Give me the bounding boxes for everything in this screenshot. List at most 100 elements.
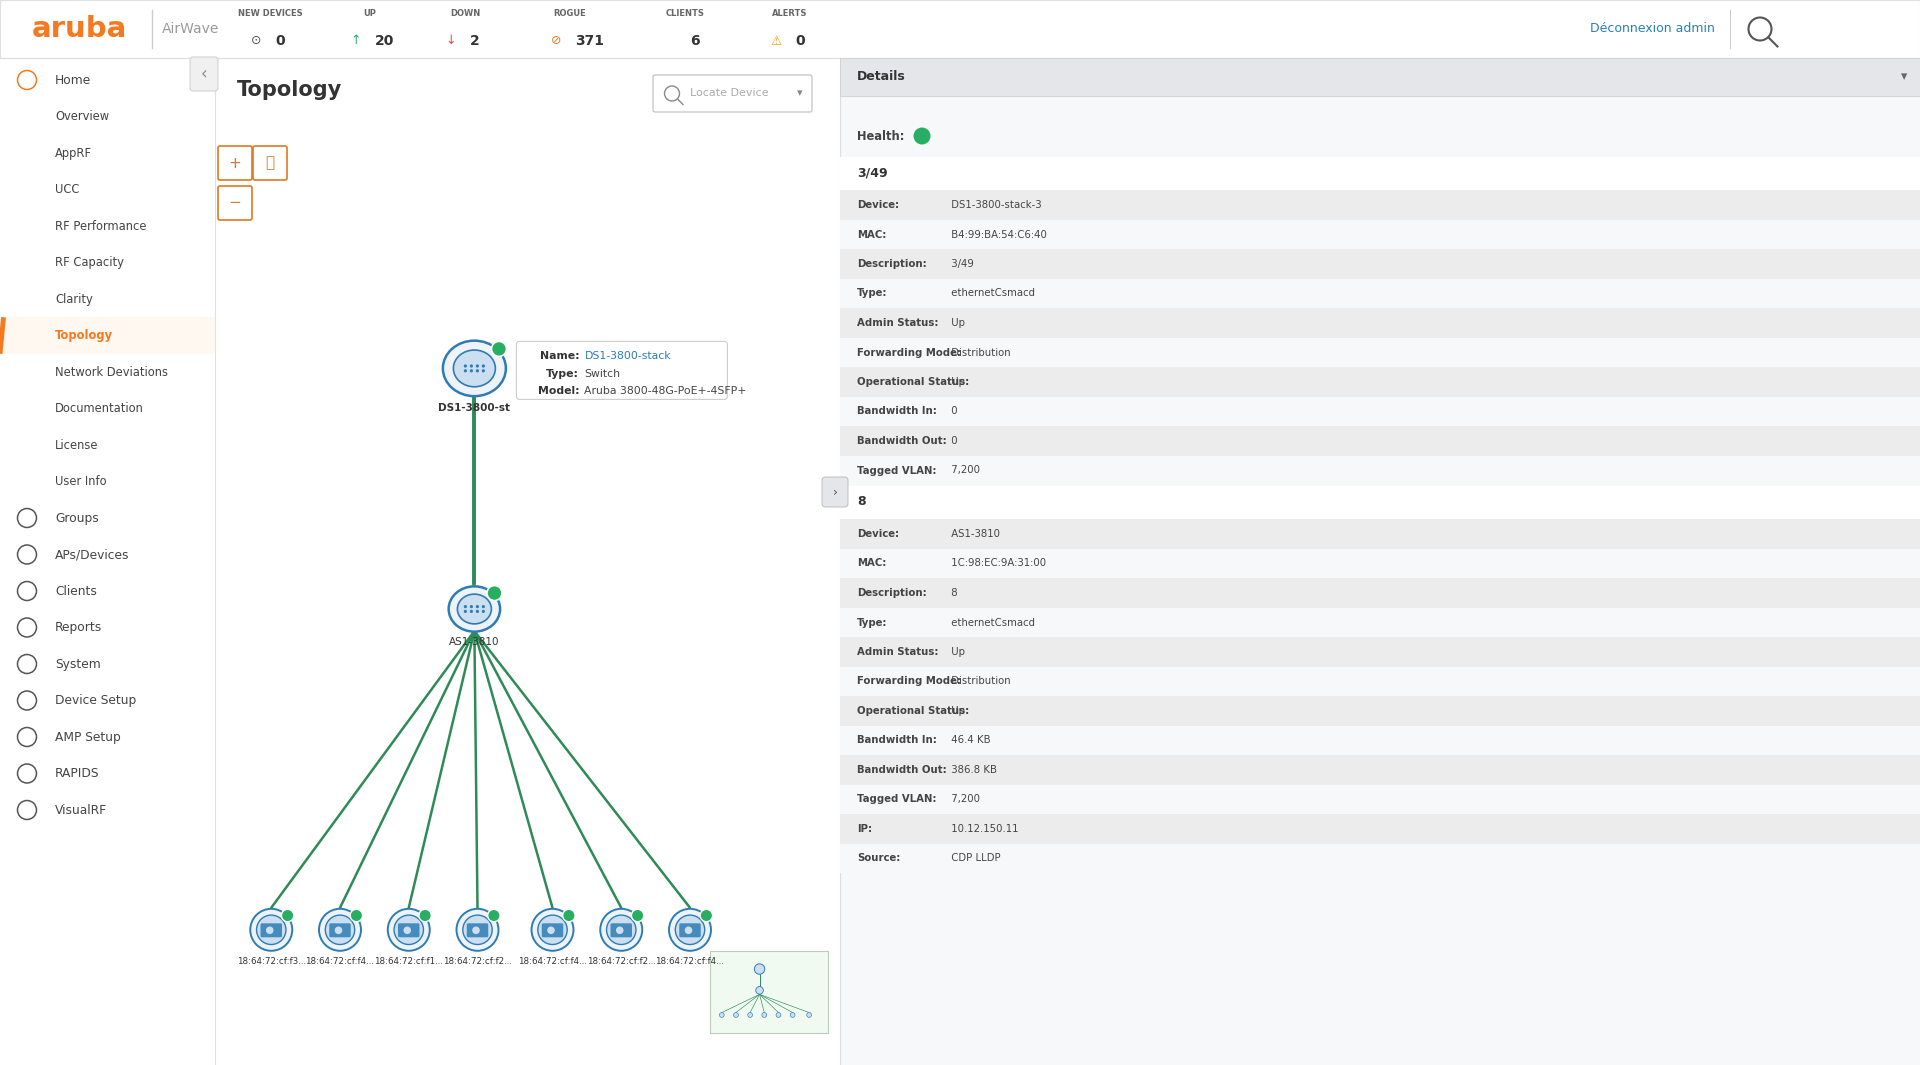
Text: Device Setup: Device Setup	[56, 694, 136, 707]
Text: Clients: Clients	[56, 585, 96, 597]
Circle shape	[791, 1013, 795, 1017]
Text: Network Deviations: Network Deviations	[56, 365, 169, 378]
Text: Model:: Model:	[538, 387, 580, 396]
FancyBboxPatch shape	[841, 338, 1920, 367]
Text: Bandwidth In:: Bandwidth In:	[856, 736, 937, 746]
Circle shape	[492, 342, 507, 357]
Text: ↓: ↓	[445, 34, 457, 48]
Ellipse shape	[449, 587, 499, 632]
Text: Up: Up	[948, 318, 966, 328]
Text: ROGUE: ROGUE	[553, 9, 586, 18]
Text: Bandwidth Out:: Bandwidth Out:	[856, 436, 947, 446]
Text: APs/Devices: APs/Devices	[56, 548, 129, 561]
FancyBboxPatch shape	[841, 249, 1920, 279]
Circle shape	[563, 910, 576, 921]
Circle shape	[465, 364, 467, 367]
Circle shape	[419, 910, 432, 921]
Text: Distribution: Distribution	[948, 347, 1010, 358]
Text: Operational Status:: Operational Status:	[856, 377, 970, 387]
Circle shape	[319, 908, 361, 951]
Circle shape	[762, 1013, 766, 1017]
Text: Admin Status:: Admin Status:	[856, 648, 939, 657]
Text: Locate Device: Locate Device	[689, 88, 768, 98]
Text: Name:: Name:	[540, 351, 580, 361]
Circle shape	[776, 1013, 781, 1017]
FancyBboxPatch shape	[0, 58, 215, 1065]
Text: CLIENTS: CLIENTS	[666, 9, 705, 18]
Text: Type:: Type:	[856, 289, 887, 298]
Circle shape	[532, 908, 574, 951]
FancyBboxPatch shape	[219, 186, 252, 220]
Circle shape	[250, 908, 292, 951]
Circle shape	[463, 915, 492, 945]
FancyBboxPatch shape	[841, 697, 1920, 725]
Text: B4:99:BA:54:C6:40: B4:99:BA:54:C6:40	[948, 229, 1046, 240]
Circle shape	[465, 605, 467, 608]
Text: Details: Details	[856, 70, 906, 83]
Circle shape	[482, 605, 486, 608]
Text: 8: 8	[948, 588, 958, 599]
Ellipse shape	[453, 350, 495, 387]
Text: Forwarding Mode:: Forwarding Mode:	[856, 347, 962, 358]
FancyBboxPatch shape	[841, 279, 1920, 308]
Text: DS1-3800-st: DS1-3800-st	[438, 403, 511, 413]
Circle shape	[488, 910, 499, 921]
Circle shape	[668, 908, 710, 951]
Text: Device:: Device:	[856, 529, 899, 539]
FancyBboxPatch shape	[611, 923, 632, 937]
Circle shape	[457, 908, 499, 951]
Text: Reports: Reports	[56, 621, 102, 634]
Text: Topology: Topology	[236, 80, 342, 100]
Text: Switch: Switch	[584, 368, 620, 379]
FancyBboxPatch shape	[841, 191, 1920, 219]
Text: Forwarding Mode:: Forwarding Mode:	[856, 676, 962, 687]
FancyBboxPatch shape	[397, 923, 419, 937]
FancyBboxPatch shape	[841, 548, 1920, 578]
Text: AS1-3810: AS1-3810	[948, 529, 1000, 539]
Text: RF Performance: RF Performance	[56, 219, 146, 232]
Text: 18:64:72:cf:f2...: 18:64:72:cf:f2...	[444, 956, 513, 966]
Text: 18:64:72:cf:f4...: 18:64:72:cf:f4...	[305, 956, 374, 966]
FancyBboxPatch shape	[841, 608, 1920, 637]
Text: 0: 0	[948, 436, 958, 446]
Text: Groups: Groups	[56, 511, 98, 524]
Circle shape	[465, 370, 467, 373]
Circle shape	[470, 370, 472, 373]
Circle shape	[334, 927, 342, 934]
Circle shape	[733, 1013, 739, 1017]
FancyBboxPatch shape	[328, 923, 351, 937]
FancyBboxPatch shape	[822, 477, 849, 507]
Text: 1C:98:EC:9A:31:00: 1C:98:EC:9A:31:00	[948, 558, 1046, 569]
FancyBboxPatch shape	[841, 843, 1920, 873]
Circle shape	[472, 927, 480, 934]
Circle shape	[482, 364, 486, 367]
Text: UP: UP	[363, 9, 376, 18]
Text: License: License	[56, 439, 98, 452]
Circle shape	[403, 927, 411, 934]
Text: aruba: aruba	[33, 15, 127, 43]
Text: MAC:: MAC:	[856, 558, 887, 569]
Text: Tagged VLAN:: Tagged VLAN:	[856, 465, 937, 475]
Circle shape	[465, 610, 467, 613]
Circle shape	[349, 910, 363, 921]
Text: Up: Up	[948, 706, 966, 716]
FancyBboxPatch shape	[841, 725, 1920, 755]
Text: ⊙: ⊙	[252, 34, 261, 48]
Text: ▾: ▾	[1901, 70, 1907, 83]
Text: NEW DEVICES: NEW DEVICES	[238, 9, 301, 18]
Text: Bandwidth In:: Bandwidth In:	[856, 407, 937, 416]
Text: Admin Status:: Admin Status:	[856, 318, 939, 328]
Circle shape	[267, 927, 273, 934]
FancyBboxPatch shape	[253, 146, 286, 180]
Text: Operational Status:: Operational Status:	[856, 706, 970, 716]
FancyBboxPatch shape	[841, 426, 1920, 456]
Text: 18:64:72:cf:f3...: 18:64:72:cf:f3...	[236, 956, 305, 966]
FancyBboxPatch shape	[841, 157, 1920, 191]
Text: RF Capacity: RF Capacity	[56, 256, 125, 269]
FancyBboxPatch shape	[219, 146, 252, 180]
FancyBboxPatch shape	[841, 58, 1920, 1065]
Circle shape	[482, 610, 486, 613]
Text: Home: Home	[56, 73, 92, 86]
Text: ›: ›	[833, 486, 837, 498]
Text: Type:: Type:	[547, 368, 580, 379]
